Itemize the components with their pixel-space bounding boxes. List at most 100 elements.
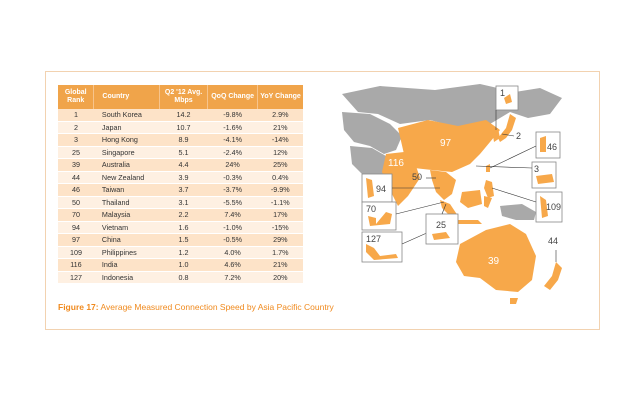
- callout-indonesia: 127: [361, 219, 457, 263]
- map-label-vietnam: 94: [376, 184, 386, 194]
- table-row: 46 Taiwan 3.7 -3.7% -9.9%: [58, 183, 303, 197]
- australia-shape: [456, 224, 536, 292]
- cell-rank: 46: [58, 183, 94, 197]
- cell-country: India: [93, 258, 160, 272]
- callout-vietnam: 94: [361, 173, 440, 203]
- philippines-shape: [484, 180, 494, 198]
- cell-yoy: 25%: [257, 158, 303, 172]
- cell-country: Hong Kong: [93, 133, 160, 147]
- korea-shape: [492, 128, 500, 142]
- china-shape: [398, 120, 500, 172]
- sulawesi-shape: [484, 196, 492, 208]
- cell-rank: 1: [58, 109, 94, 122]
- cell-mbps: 3.9: [159, 171, 208, 184]
- cell-yoy: 12%: [257, 146, 303, 159]
- header-yoy: YoY Change: [257, 85, 303, 109]
- table-row: 116 India 1.0 4.6% 21%: [58, 258, 303, 272]
- table-row: 70 Malaysia 2.2 7.4% 17%: [58, 208, 303, 222]
- cell-qoq: -1.6%: [207, 121, 258, 134]
- cell-qoq: -0.3%: [207, 171, 258, 184]
- table-row: 127 Indonesia 0.8 7.2% 20%: [58, 271, 303, 284]
- cell-country: Vietnam: [93, 221, 160, 234]
- callout-korea: 1: [495, 85, 519, 130]
- sumatra-shape: [440, 200, 458, 218]
- figure-caption-label: Figure 17:: [58, 302, 99, 312]
- southeast-asia-shape: [430, 170, 456, 200]
- table-row: 1 South Korea 14.2 -9.8% 2.9%: [58, 109, 303, 122]
- new-zealand-shape: [544, 262, 562, 290]
- map-label-philippines: 109: [546, 202, 561, 212]
- map-label-hongkong: 3: [534, 164, 539, 174]
- cell-yoy: -14%: [257, 133, 303, 147]
- cell-qoq: -1.0%: [207, 221, 258, 234]
- cell-country: Malaysia: [93, 208, 160, 222]
- cell-country: Philippines: [93, 246, 160, 259]
- taiwan-shape: [486, 164, 490, 172]
- cell-yoy: 21%: [257, 258, 303, 272]
- cell-rank: 3: [58, 133, 94, 147]
- cell-qoq: -9.8%: [207, 109, 258, 122]
- map-label-newzealand: 44: [548, 236, 558, 246]
- cell-rank: 109: [58, 246, 94, 259]
- map-label-singapore: 25: [436, 220, 446, 230]
- cell-mbps: 1.5: [159, 233, 208, 247]
- table-row: 2 Japan 10.7 -1.6% 21%: [58, 121, 303, 134]
- java-shape: [456, 220, 482, 224]
- callout-malaysia: 70: [361, 201, 445, 231]
- cell-yoy: 2.9%: [257, 109, 303, 122]
- map-label-japan: 2: [516, 131, 521, 141]
- cell-mbps: 0.8: [159, 271, 208, 284]
- cell-qoq: 7.4%: [207, 208, 258, 222]
- cell-country: Indonesia: [93, 271, 160, 284]
- map-label-india: 116: [388, 158, 404, 169]
- papua-region: [500, 204, 536, 220]
- table-row: 3 Hong Kong 8.9 -4.1% -14%: [58, 133, 303, 147]
- table-row: 25 Singapore 5.1 -2.4% 12%: [58, 146, 303, 159]
- cell-qoq: -5.5%: [207, 196, 258, 209]
- cell-yoy: -9.9%: [257, 183, 303, 197]
- header-rank: Global Rank: [58, 85, 95, 109]
- cell-country: Thailand: [93, 196, 160, 209]
- japan-shape: [498, 114, 516, 142]
- cell-yoy: 0.4%: [257, 171, 303, 184]
- cell-country: Japan: [93, 121, 160, 134]
- cell-qoq: -3.7%: [207, 183, 258, 197]
- cell-rank: 44: [58, 171, 94, 184]
- cell-qoq: 4.0%: [207, 246, 258, 259]
- table-row: 109 Philippines 1.2 4.0% 1.7%: [58, 246, 303, 259]
- cell-mbps: 5.1: [159, 146, 208, 159]
- table-row: 50 Thailand 3.1 -5.5% -1.1%: [58, 196, 303, 209]
- cell-yoy: 29%: [257, 233, 303, 247]
- cell-rank: 70: [58, 208, 94, 222]
- cell-yoy: 17%: [257, 208, 303, 222]
- cell-rank: 94: [58, 221, 94, 234]
- cell-qoq: -2.4%: [207, 146, 258, 159]
- map-label-korea: 1: [500, 88, 505, 98]
- cell-rank: 25: [58, 146, 94, 159]
- cell-mbps: 1.0: [159, 258, 208, 272]
- callout-hongkong: 3: [475, 161, 557, 189]
- map-label-australia: 39: [488, 256, 500, 267]
- cell-country: New Zealand: [93, 171, 160, 184]
- cell-yoy: -15%: [257, 221, 303, 234]
- figure-caption: Figure 17: Average Measured Connection S…: [58, 302, 334, 312]
- borneo-shape: [460, 190, 482, 208]
- cell-mbps: 10.7: [159, 121, 208, 134]
- cell-country: Taiwan: [93, 183, 160, 197]
- cell-rank: 2: [58, 121, 94, 134]
- cell-qoq: -0.5%: [207, 233, 258, 247]
- callout-philippines: 109: [491, 187, 563, 223]
- header-mbps: Q2 '12 Avg. Mbps: [159, 85, 209, 109]
- header-country: Country: [93, 85, 160, 109]
- callout-taiwan: 46: [489, 131, 561, 169]
- cell-mbps: 2.2: [159, 208, 208, 222]
- cell-mbps: 3.7: [159, 183, 208, 197]
- table-row: 44 New Zealand 3.9 -0.3% 0.4%: [58, 171, 303, 184]
- cell-yoy: -1.1%: [257, 196, 303, 209]
- cell-qoq: 4.6%: [207, 258, 258, 272]
- map-label-taiwan: 46: [547, 142, 557, 152]
- map-label-thailand: 50: [412, 172, 422, 182]
- figure-caption-text: Average Measured Connection Speed by Asi…: [98, 302, 334, 312]
- cell-rank: 116: [58, 258, 94, 272]
- southwest-region: [350, 146, 390, 180]
